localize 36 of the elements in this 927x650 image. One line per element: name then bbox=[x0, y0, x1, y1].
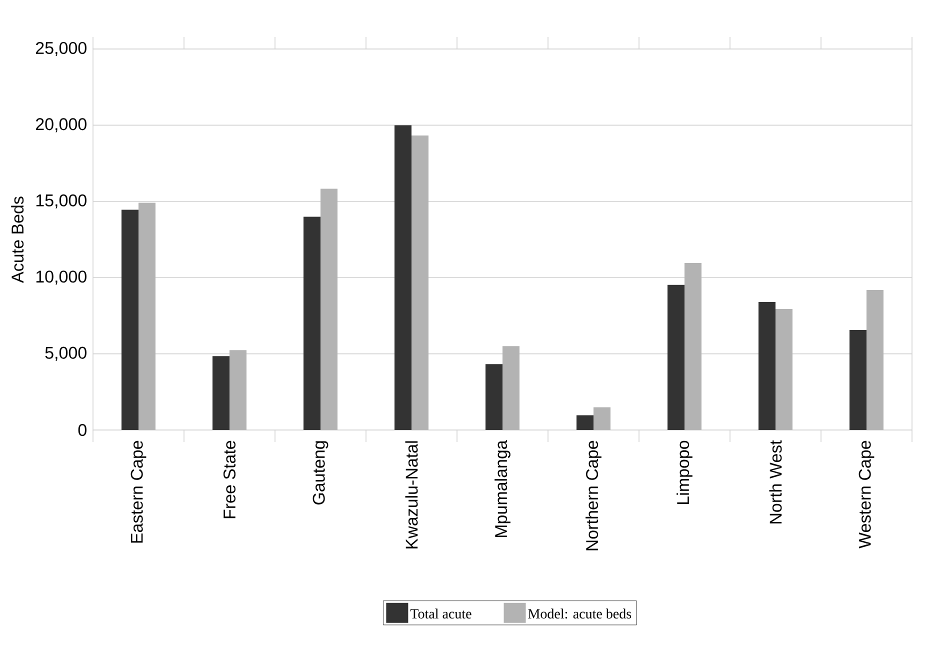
bar bbox=[668, 284, 685, 430]
bar bbox=[394, 125, 412, 430]
x-tick-label: Free State bbox=[223, 440, 236, 518]
y-axis-title: Acute Beds bbox=[11, 196, 24, 283]
bar bbox=[758, 302, 776, 430]
bar bbox=[230, 350, 246, 430]
x-tick-label: Kwazulu-Natal bbox=[405, 441, 418, 548]
x-tick-label: Gauteng bbox=[312, 441, 328, 504]
bar bbox=[594, 407, 611, 430]
x-tick-label: Western Cape bbox=[858, 440, 874, 548]
x-tick-label: Northern Cape bbox=[586, 440, 602, 550]
bar bbox=[304, 216, 320, 430]
bar bbox=[212, 356, 230, 430]
y-tick-label: 25,000 bbox=[36, 42, 86, 56]
y-tick-label: 5,000 bbox=[45, 346, 86, 361]
bar bbox=[576, 415, 594, 430]
bar bbox=[850, 330, 867, 430]
bar bbox=[502, 346, 520, 430]
x-tick-label: North West bbox=[769, 440, 782, 524]
y-tick-label: 10,000 bbox=[36, 270, 86, 285]
bar bbox=[122, 210, 138, 430]
legend-label: Total acute bbox=[410, 608, 472, 619]
bar bbox=[486, 364, 503, 430]
bar bbox=[138, 202, 156, 430]
bar bbox=[776, 308, 793, 430]
x-tick-label: Limpopo bbox=[676, 440, 692, 504]
x-tick-label: Eastern Cape bbox=[130, 440, 146, 543]
bar bbox=[412, 136, 429, 430]
y-tick-label: 0 bbox=[78, 424, 86, 436]
legend-label: Model: acute beds bbox=[528, 608, 632, 619]
bar bbox=[684, 262, 702, 430]
y-tick-label: 15,000 bbox=[36, 194, 86, 208]
bar bbox=[866, 290, 884, 430]
bar bbox=[320, 188, 338, 430]
x-tick-label: Mpumalanga bbox=[494, 440, 510, 538]
y-tick-label: 20,000 bbox=[36, 118, 86, 132]
